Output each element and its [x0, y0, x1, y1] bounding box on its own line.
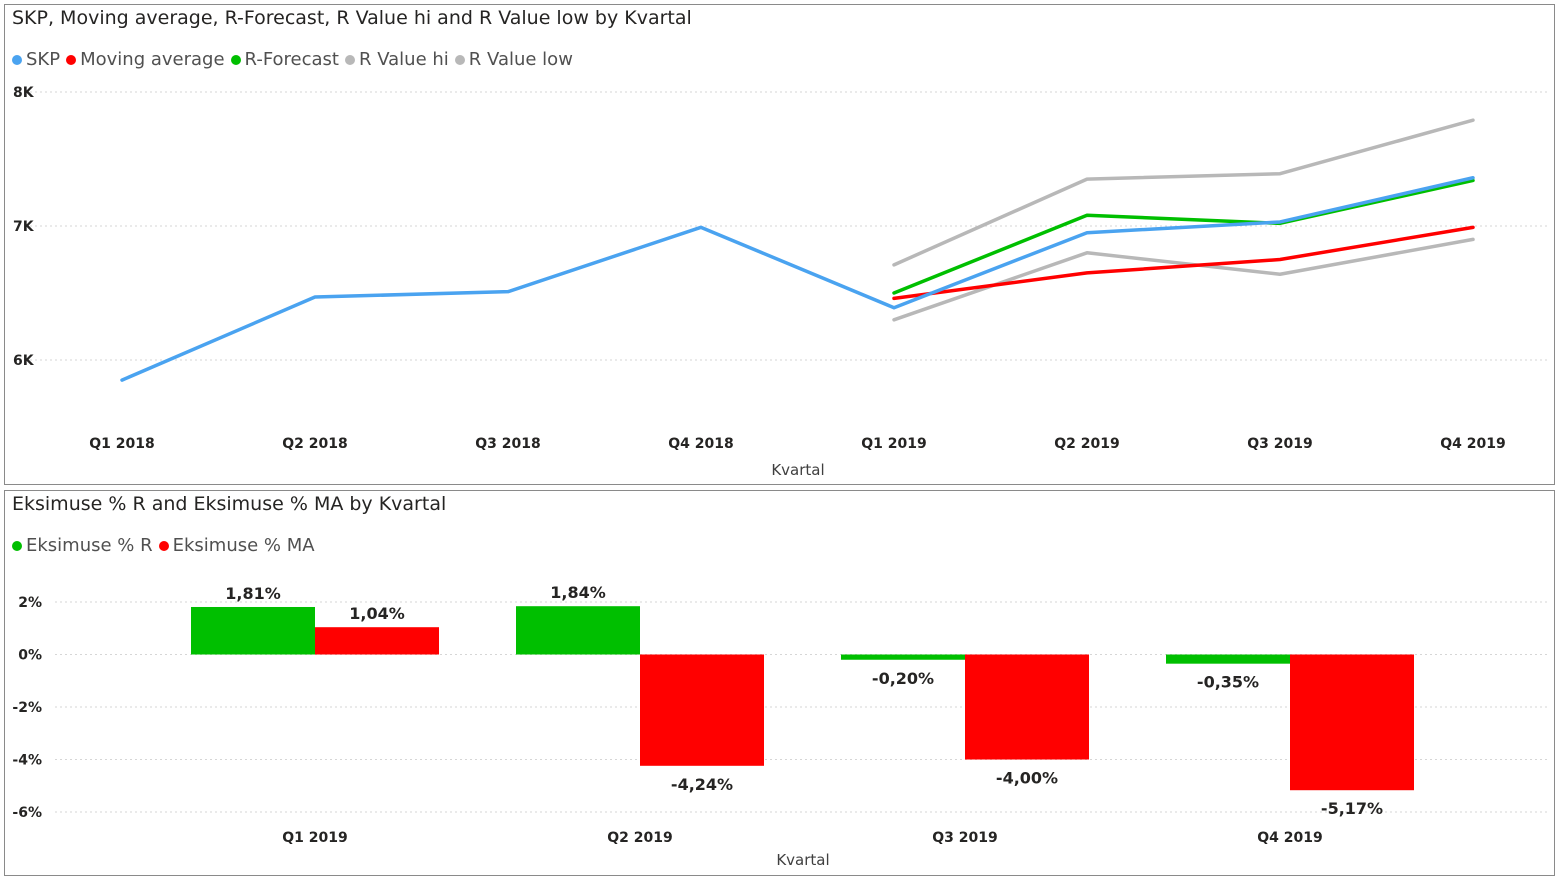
- bar-eksimuse-pct-r[interactable]: [516, 606, 640, 655]
- legend-dot-icon: [66, 54, 77, 65]
- x-tick-label: Q2 2019: [1054, 436, 1119, 452]
- legend-label: R Value hi: [359, 49, 449, 70]
- legend-dot-icon: [454, 54, 465, 65]
- bar-eksimuse-pct-ma[interactable]: [315, 627, 439, 655]
- legend-label: Eksimuse % MA: [172, 535, 315, 556]
- bar-eksimuse-pct-ma[interactable]: [965, 654, 1089, 760]
- x-tick-label: Q2 2018: [282, 436, 347, 452]
- series-line-skp[interactable]: [120, 176, 1475, 382]
- x-axis-title: Kvartal: [771, 461, 824, 479]
- data-label: 1,84%: [550, 583, 606, 602]
- x-tick-label: Q3 2019: [932, 830, 997, 846]
- bar-eksimuse-pct-r[interactable]: [841, 654, 965, 660]
- legend-label: R-Forecast: [244, 49, 339, 70]
- y-tick-label: 0%: [18, 648, 42, 664]
- series-line-r-value-hi[interactable]: [892, 118, 1475, 267]
- legend-label: SKP: [26, 49, 61, 70]
- data-label: -4,24%: [671, 775, 733, 794]
- data-label: -5,17%: [1321, 799, 1383, 818]
- x-tick-label: Q1 2019: [282, 830, 347, 846]
- bar-chart-panel: Eksimuse % R and Eksimuse % MA by Kvarta…: [4, 490, 1555, 876]
- data-label: -0,20%: [872, 669, 934, 688]
- bar-eksimuse-pct-r[interactable]: [191, 606, 315, 655]
- x-tick-label: Q4 2018: [668, 436, 733, 452]
- x-tick-label: Q3 2019: [1247, 436, 1312, 452]
- line-legend-item-skp[interactable]: SKP: [12, 49, 60, 70]
- y-tick-label: -6%: [12, 805, 42, 821]
- legend-label: Moving average: [80, 49, 225, 70]
- legend-label: Eksimuse % R: [26, 535, 153, 556]
- bar-eksimuse-pct-ma[interactable]: [1290, 654, 1414, 791]
- y-tick-label: -4%: [12, 753, 42, 769]
- line-legend-item-r-forecast[interactable]: R-Forecast: [230, 49, 339, 70]
- line-chart-title: SKP, Moving average, R-Forecast, R Value…: [12, 7, 692, 29]
- y-tick-label: 7K: [13, 219, 35, 235]
- bar-eksimuse-pct-ma[interactable]: [640, 654, 764, 766]
- line-chart-svg: 8K 7K 6K Q1 2018 Q2 2018 Q3 2018 Q4 2018 Q1 201…: [13, 85, 1550, 479]
- x-tick-label: Q1 2018: [89, 436, 154, 452]
- line-chart-panel: SKP, Moving average, R-Forecast, R Value…: [4, 4, 1555, 485]
- bar-chart-legend[interactable]: Eksimuse % R Eksimuse % MA: [12, 535, 321, 556]
- x-tick-label: Q1 2019: [861, 436, 926, 452]
- bar-legend-item-eksimuse-pct-r[interactable]: Eksimuse % R: [12, 535, 153, 556]
- series-line-r-forecast[interactable]: [892, 178, 1475, 295]
- legend-label: R Value low: [468, 49, 573, 70]
- legend-dot-icon: [12, 540, 22, 551]
- line-legend-item-moving-average[interactable]: Moving average: [66, 49, 225, 70]
- x-tick-label: Q2 2019: [607, 830, 672, 846]
- legend-dot-icon: [230, 54, 241, 65]
- y-tick-label: 8K: [13, 85, 35, 101]
- x-tick-label: Q3 2018: [475, 436, 540, 452]
- line-legend-item-r-value-low[interactable]: R Value low: [454, 49, 573, 70]
- x-tick-label: Q4 2019: [1257, 830, 1322, 846]
- legend-dot-icon: [345, 54, 355, 65]
- bar-chart-svg: 2% 0% -2% -4% -6% Q1 2019 Q2 2019 Q3 2019 Q4 201…: [12, 583, 1550, 869]
- series-line-r-value-low[interactable]: [892, 237, 1475, 322]
- legend-dot-icon: [12, 54, 22, 65]
- data-label: 1,81%: [225, 584, 281, 603]
- line-legend-item-r-value-hi[interactable]: R Value hi: [345, 49, 449, 70]
- bar-chart-title: Eksimuse % R and Eksimuse % MA by Kvarta…: [12, 493, 447, 515]
- data-label: -4,00%: [996, 769, 1058, 788]
- y-tick-label: 6K: [13, 353, 35, 369]
- series-line-moving-average[interactable]: [892, 225, 1475, 301]
- y-tick-label: 2%: [18, 595, 42, 611]
- x-axis-title: Kvartal: [776, 851, 829, 869]
- bar-legend-item-eksimuse-pct-ma[interactable]: Eksimuse % MA: [158, 535, 315, 556]
- data-label: 1,04%: [349, 604, 405, 623]
- line-chart-legend[interactable]: SKP Moving average R-Forecast R Value hi R V…: [12, 49, 579, 70]
- data-label: -0,35%: [1197, 673, 1259, 692]
- y-tick-label: -2%: [12, 700, 42, 716]
- bar-eksimuse-pct-r[interactable]: [1166, 654, 1290, 664]
- x-tick-label: Q4 2019: [1440, 436, 1505, 452]
- legend-dot-icon: [158, 540, 169, 551]
